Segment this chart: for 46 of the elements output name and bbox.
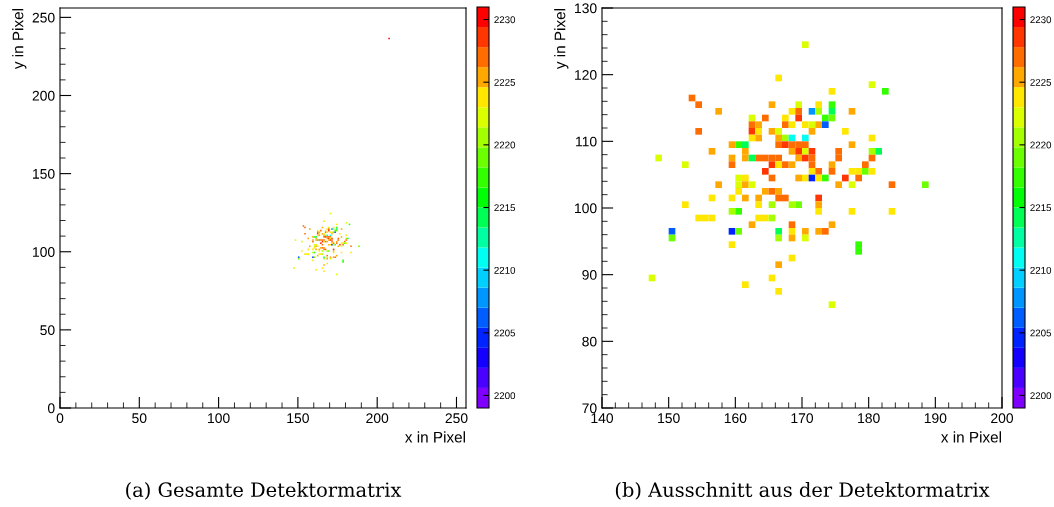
x-axis-title: x in Pixel <box>405 431 465 443</box>
text: (a) Gesamte Detektormatrix <box>126 482 402 500</box>
y-tick-label: 90 <box>582 270 597 280</box>
y-tick-label: 0 <box>47 403 55 414</box>
color-bar-label: 2215 <box>494 204 516 212</box>
color-bar-label: 2210 <box>494 266 516 274</box>
color-bar-label: 2215 <box>1030 204 1052 212</box>
color-bar-label: 2200 <box>494 392 516 400</box>
x-axis-title: x in Pixel <box>941 431 1001 443</box>
x-tick-label: 200 <box>991 413 1014 424</box>
x-tick-label: 200 <box>366 413 389 424</box>
x-tick-label: 140 <box>591 413 614 424</box>
color-bar-label: 2210 <box>1030 266 1052 274</box>
color-bar-label: 2225 <box>1030 78 1052 86</box>
x-tick-label: 150 <box>658 413 680 424</box>
x-tick-label: 100 <box>208 413 230 424</box>
y-tick-label: 100 <box>575 203 597 214</box>
color-bar-label: 2220 <box>494 141 516 149</box>
color-bar-label: 2220 <box>1030 141 1052 149</box>
y-tick-label: 250 <box>32 12 55 23</box>
color-bar-label: 2230 <box>1030 16 1052 24</box>
y-tick-label: 100 <box>33 247 55 257</box>
x-tick-label: 150 <box>287 413 309 424</box>
y-axis-title: y in Pixel <box>12 9 27 70</box>
y-tick-label: 120 <box>575 70 597 80</box>
color-bar-label: 2205 <box>1030 329 1052 337</box>
x-tick-label: 160 <box>724 413 747 424</box>
color-bar-label: 2200 <box>1030 392 1052 400</box>
y-tick-label: 110 <box>576 136 597 147</box>
y-tick-label: 70 <box>582 403 597 414</box>
color-bar-label: 2225 <box>494 78 516 86</box>
y-tick-label: 150 <box>33 168 55 179</box>
text: (b) Ausschnitt aus der Detektormatrix <box>615 482 990 500</box>
x-tick-label: 190 <box>924 413 947 424</box>
color-bar-label: 2230 <box>494 16 516 24</box>
x-tick-label: 250 <box>445 413 468 424</box>
x-tick-label: 180 <box>858 413 880 424</box>
y-tick-label: 80 <box>582 336 597 347</box>
y-axis-title: y in Pixel <box>554 9 569 70</box>
x-tick-label: 170 <box>791 413 814 424</box>
x-tick-label: 50 <box>132 413 147 424</box>
y-tick-label: 50 <box>40 325 55 336</box>
color-bar-label: 2205 <box>494 329 516 337</box>
x-tick-label: 0 <box>56 413 64 424</box>
y-tick-label: 130 <box>575 3 597 14</box>
y-tick-label: 200 <box>32 90 55 101</box>
